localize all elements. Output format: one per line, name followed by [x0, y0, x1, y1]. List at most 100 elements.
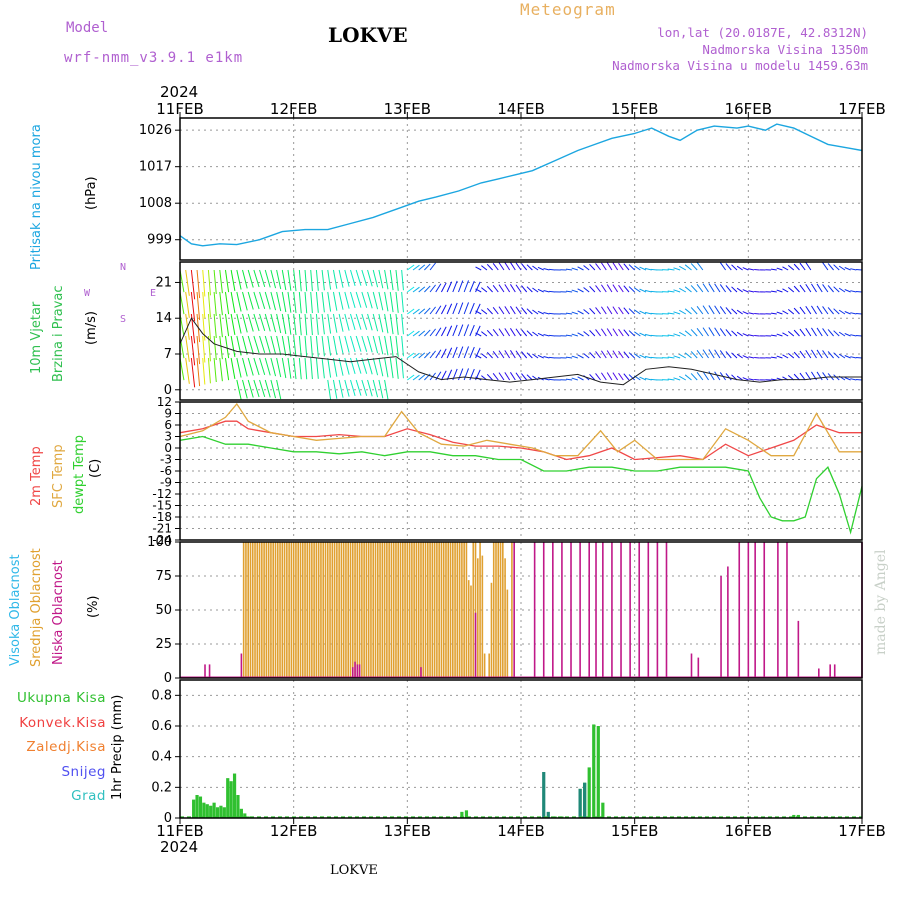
wind-arrow — [276, 335, 282, 356]
wind-arrow — [583, 309, 590, 315]
wind-ytick-label: 21 — [155, 275, 172, 290]
wind-arrow — [350, 291, 356, 309]
temp-ytick-label: -15 — [152, 499, 172, 513]
wind-arrow — [782, 354, 789, 359]
wind-arrow — [844, 333, 851, 337]
temp-line — [179, 435, 863, 535]
wind-arrow — [623, 329, 630, 337]
wind-arrow — [684, 352, 692, 359]
wind-arrow — [407, 264, 415, 271]
wind-arrow — [770, 290, 777, 293]
wind-arrow — [247, 291, 254, 310]
wind-arrow — [793, 307, 800, 315]
wind-arrow — [736, 353, 743, 359]
wind-arrow — [606, 350, 613, 359]
temp-ytick-label: -3 — [160, 453, 172, 467]
wind-arrow — [504, 306, 511, 315]
wind-arrow — [469, 346, 475, 359]
wind-arrow — [350, 269, 356, 287]
wind-arrow — [384, 335, 389, 356]
pressure-ytick-label: 1026 — [139, 123, 172, 138]
wind-arrow — [571, 333, 578, 337]
wind-arrow — [639, 376, 647, 381]
wind-arrow — [770, 268, 777, 271]
wind-arrow — [537, 310, 544, 315]
wind-arrow — [310, 269, 313, 292]
wind-arrow — [452, 280, 458, 293]
wind-arrow — [242, 313, 248, 333]
wind-ytick-label: 0 — [164, 383, 172, 398]
wind-arrow — [644, 377, 652, 381]
wind-arrow — [714, 327, 721, 337]
wind-arrow — [481, 287, 488, 293]
precip-bar — [239, 808, 243, 818]
legend-snow: Snijeg — [61, 763, 106, 780]
wind-arrow — [838, 353, 846, 359]
wind-arrow — [838, 309, 846, 315]
wind-arrow — [650, 378, 658, 381]
wind-arrow — [644, 311, 652, 315]
temp-ytick-label: 12 — [157, 395, 172, 409]
wind-arrow — [367, 269, 373, 287]
lonlat-label: lon,lat (20.0187E, 42.8312N) — [657, 25, 868, 40]
wind-arrow — [367, 379, 373, 397]
meteogram-title: Meteogram — [520, 0, 616, 19]
wind-arrow — [702, 327, 709, 337]
wind-arrow — [612, 350, 619, 359]
wind-arrow — [532, 353, 539, 359]
wind-arrow — [696, 284, 704, 293]
wind-arrow — [537, 266, 544, 271]
wind-arrow — [361, 269, 368, 286]
wind-arrow — [799, 328, 806, 337]
wind-arrow — [644, 355, 652, 359]
wind-arrow — [526, 264, 533, 271]
wind-arrow — [799, 372, 806, 381]
wind-arrow — [424, 351, 431, 359]
wind-arrow — [486, 373, 493, 381]
wind-arrow — [606, 284, 613, 293]
wind-arrow — [583, 265, 590, 271]
wind-arrow — [361, 335, 368, 352]
wind-arrow — [429, 306, 436, 315]
wind-arrow — [776, 267, 783, 271]
wind-arrow — [776, 355, 783, 359]
wind-arrow — [247, 379, 254, 398]
wind-arrow — [236, 313, 242, 334]
wind-arrow — [481, 265, 488, 271]
wind-arrow — [526, 286, 533, 293]
wind-arrow — [395, 357, 399, 379]
wind-arrow — [458, 280, 464, 293]
wind-arrow — [378, 379, 384, 399]
wind-arrow — [543, 378, 550, 381]
wind-arrow — [696, 350, 704, 359]
wind-arrow — [549, 290, 556, 293]
temp-ytick-label: -24 — [152, 533, 172, 547]
wind-arrow — [315, 335, 319, 357]
pressure-line — [179, 123, 863, 247]
wind-arrow — [350, 335, 356, 353]
wind-arrow — [213, 269, 217, 295]
wind-arrow — [242, 269, 248, 289]
wind-arrow — [213, 335, 217, 361]
wind-arrow — [639, 288, 647, 293]
wind-arrow — [827, 285, 834, 293]
wind-arrow — [475, 354, 482, 359]
pressure-ytick-label: 1008 — [139, 196, 172, 211]
wind-arrow — [618, 284, 624, 293]
wind-arrow — [844, 267, 851, 271]
precip-bar — [212, 802, 216, 818]
wind-arrow — [486, 263, 493, 271]
wind-arrow — [310, 313, 313, 336]
wind-arrow — [725, 373, 732, 381]
wind-arrow — [401, 357, 404, 379]
wind-arrow — [327, 291, 332, 312]
wind-arrow — [719, 262, 727, 271]
temp-ytick-label: -6 — [160, 464, 172, 478]
precip-bar — [578, 788, 582, 818]
wind-arrow — [224, 357, 230, 381]
wind-arrow — [304, 335, 308, 358]
wind-arrow — [287, 357, 292, 379]
temp-ytick-label: -18 — [152, 510, 172, 524]
wind-arrow — [185, 269, 190, 296]
wind-arrow — [481, 331, 488, 337]
